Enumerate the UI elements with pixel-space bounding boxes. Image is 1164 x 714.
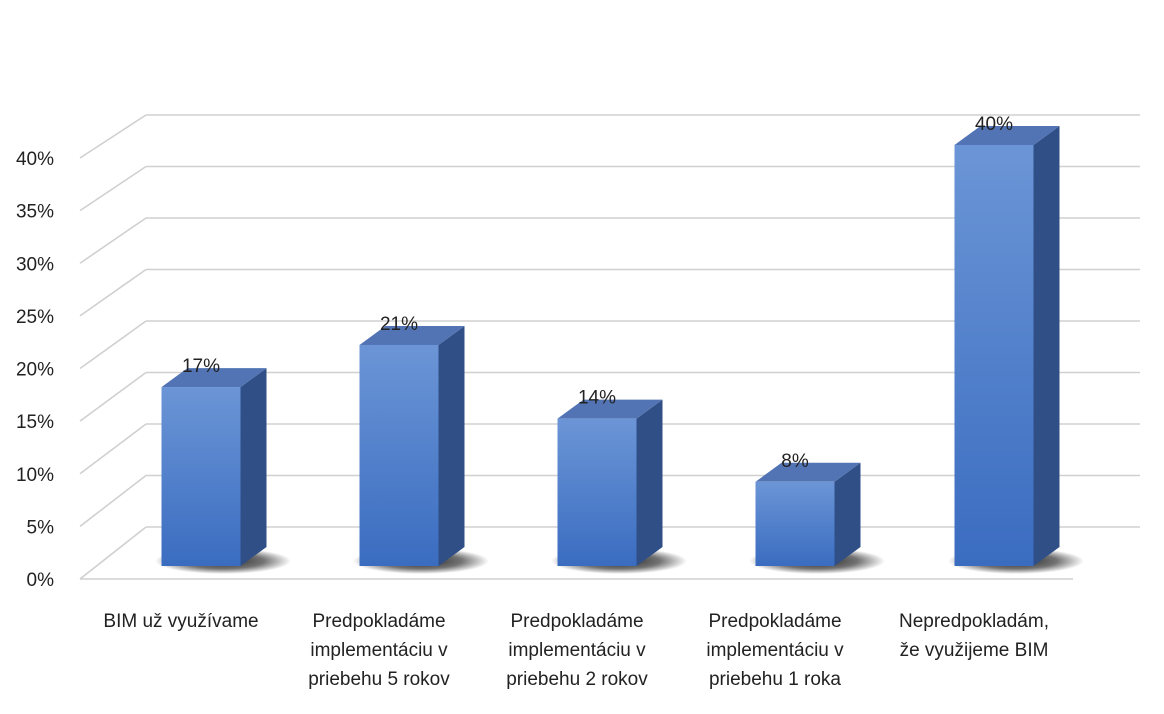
data-label: 17% (182, 356, 220, 377)
y-axis-tick-labels: 0% 5% 10% 15% 20% 25% 30% 35% 40% (16, 149, 54, 591)
category-label: Predpokladáme implementáciu v priebehu 2 r… (506, 611, 648, 690)
category-labels: BIM už využívame Predpokladáme implementác… (103, 611, 1049, 690)
bar (161, 368, 267, 566)
bar-top-face (161, 368, 267, 388)
bar-front-face (954, 145, 1034, 566)
y-tick-label: 35% (16, 202, 54, 223)
data-label: 21% (380, 314, 418, 335)
y-tick-label: 20% (16, 360, 54, 381)
category-label: Nepredpokladám, že využijeme BIM (899, 611, 1049, 661)
bar-side-face (834, 462, 861, 566)
data-label: 40% (975, 114, 1013, 135)
category-label: Predpokladáme implementáciu v priebehu 1 r… (706, 611, 844, 690)
bar-side-face (240, 368, 267, 566)
y-tick-label: 5% (27, 517, 55, 538)
y-tick-label: 40% (16, 149, 54, 170)
y-tick-label: 15% (16, 412, 54, 433)
bar (755, 462, 861, 566)
bar-top-face (557, 399, 663, 419)
category-label: Predpokladáme implementáciu v priebehu 5 r… (308, 611, 450, 690)
bar (557, 399, 663, 566)
y-tick-label: 25% (16, 307, 54, 328)
bar (954, 126, 1060, 566)
bar-front-face (161, 387, 241, 566)
bar-front-face (755, 481, 835, 566)
gridline (79, 114, 1140, 159)
bar-front-face (359, 344, 439, 566)
bar-front-face (557, 418, 637, 566)
y-tick-label: 30% (16, 254, 54, 275)
bar-side-face (1033, 126, 1060, 566)
bar-side-face (438, 325, 465, 566)
data-label: 8% (781, 451, 809, 472)
bar-side-face (636, 399, 663, 566)
data-labels: 17% 21% 14% 8% 40% (182, 114, 1013, 472)
bar (359, 325, 465, 566)
category-label: BIM už využívame (103, 611, 258, 632)
y-tick-label: 0% (27, 570, 55, 591)
bar-top-face (755, 462, 861, 482)
data-label: 14% (578, 388, 616, 409)
bars (161, 126, 1060, 566)
y-tick-label: 10% (16, 465, 54, 486)
bar-top-face (359, 325, 465, 345)
bar-top-face (954, 126, 1060, 145)
